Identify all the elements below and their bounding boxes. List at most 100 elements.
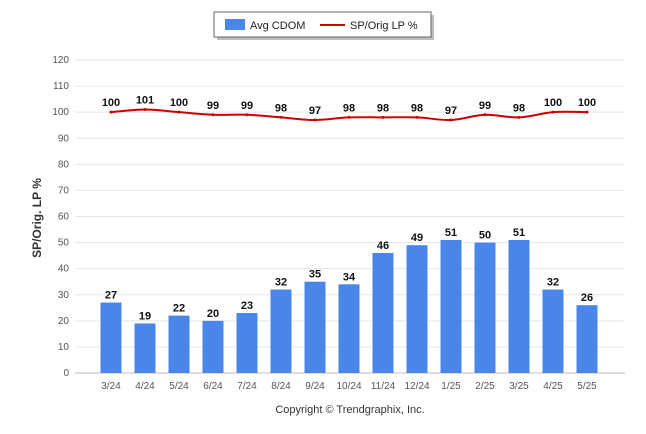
line-point bbox=[211, 113, 215, 117]
legend-label-bar: Avg CDOM bbox=[250, 20, 305, 32]
bar bbox=[542, 289, 564, 373]
bar bbox=[304, 281, 326, 373]
bar bbox=[236, 313, 258, 373]
y-tick-label: 40 bbox=[58, 264, 70, 275]
bar-value-label: 46 bbox=[377, 240, 389, 252]
y-tick-label: 10 bbox=[58, 342, 70, 353]
bar-value-label: 35 bbox=[309, 269, 321, 281]
line-value-label: 100 bbox=[544, 97, 562, 109]
legend-label-line: SP/Orig LP % bbox=[350, 20, 418, 32]
x-tick-label: 7/24 bbox=[237, 381, 257, 392]
line-value-label: 100 bbox=[102, 97, 120, 109]
copyright-footer: Copyright © Trendgraphix, Inc. bbox=[275, 404, 424, 416]
line-value-label: 98 bbox=[377, 102, 389, 114]
bar bbox=[372, 253, 394, 373]
y-tick-label: 80 bbox=[58, 159, 70, 170]
x-tick-label: 6/24 bbox=[203, 381, 223, 392]
y-tick-label: 70 bbox=[58, 185, 70, 196]
x-tick-label: 3/24 bbox=[101, 381, 121, 392]
x-tick-label: 1/25 bbox=[441, 381, 461, 392]
line-data-labels: 100 101 100 99 99 98 97 98 98 98 97 99 98 100 100 bbox=[102, 95, 596, 117]
x-axis-ticks: 3/24 4/24 5/24 6/24 7/24 8/24 9/24 10/24 11/24 12… bbox=[101, 381, 597, 392]
x-tick-label: 10/24 bbox=[336, 381, 361, 392]
line-value-label: 98 bbox=[513, 102, 525, 114]
line-point bbox=[483, 113, 487, 117]
line-value-label: 98 bbox=[275, 102, 287, 114]
line-point bbox=[551, 110, 555, 114]
line-point bbox=[449, 118, 453, 122]
bar bbox=[440, 239, 462, 373]
line-point bbox=[109, 110, 113, 114]
x-tick-label: 8/24 bbox=[271, 381, 291, 392]
bar bbox=[508, 239, 530, 373]
bar-value-label: 49 bbox=[411, 232, 423, 244]
x-tick-label: 4/25 bbox=[543, 381, 563, 392]
bar-value-label: 23 bbox=[241, 300, 253, 312]
y-tick-label: 20 bbox=[58, 316, 70, 327]
bar-data-labels: 27 19 22 20 23 32 35 34 46 49 51 50 51 32 26 bbox=[105, 227, 593, 322]
line-value-label: 99 bbox=[241, 100, 253, 112]
line-point bbox=[381, 115, 385, 119]
bar bbox=[576, 305, 598, 373]
bar bbox=[474, 242, 496, 373]
bar bbox=[100, 302, 122, 373]
bar-value-label: 26 bbox=[581, 292, 593, 304]
y-tick-label: 100 bbox=[52, 107, 69, 118]
x-tick-label: 5/25 bbox=[577, 381, 597, 392]
bar bbox=[168, 315, 190, 373]
x-tick-label: 11/24 bbox=[371, 381, 396, 392]
line-point bbox=[415, 115, 419, 119]
bar-value-label: 19 bbox=[139, 310, 151, 322]
y-tick-label: 120 bbox=[52, 55, 69, 66]
x-tick-label: 3/25 bbox=[509, 381, 529, 392]
bar-value-label: 22 bbox=[173, 303, 185, 315]
y-tick-label: 90 bbox=[58, 133, 70, 144]
line-value-label: 99 bbox=[207, 100, 219, 112]
y-tick-label: 30 bbox=[58, 290, 70, 301]
bar-value-label: 27 bbox=[105, 290, 117, 302]
line-point bbox=[143, 108, 147, 112]
line-value-label: 100 bbox=[170, 97, 188, 109]
line-value-label: 97 bbox=[309, 105, 321, 117]
line-point bbox=[517, 115, 521, 119]
y-tick-label: 60 bbox=[58, 212, 70, 223]
line-value-label: 99 bbox=[479, 100, 491, 112]
bar-value-label: 32 bbox=[547, 277, 559, 289]
y-axis-title: SP/Orig. LP % bbox=[30, 178, 44, 258]
bar-value-label: 34 bbox=[343, 271, 356, 283]
x-tick-label: 5/24 bbox=[169, 381, 189, 392]
line-value-label: 98 bbox=[411, 102, 423, 114]
y-tick-label: 0 bbox=[63, 368, 69, 379]
bar-value-label: 51 bbox=[513, 227, 525, 239]
bar-value-label: 50 bbox=[479, 230, 491, 242]
line-value-label: 100 bbox=[578, 97, 596, 109]
line-series bbox=[109, 108, 589, 122]
line-value-label: 97 bbox=[445, 105, 457, 117]
bar-value-label: 32 bbox=[275, 277, 287, 289]
line-point bbox=[245, 113, 249, 117]
line-point bbox=[585, 110, 589, 114]
x-tick-label: 9/24 bbox=[305, 381, 325, 392]
legend: Avg CDOM SP/Orig LP % bbox=[213, 11, 434, 40]
y-tick-label: 50 bbox=[58, 238, 70, 249]
line-value-label: 98 bbox=[343, 102, 355, 114]
line-point bbox=[347, 115, 351, 119]
x-tick-label: 4/24 bbox=[135, 381, 155, 392]
bar bbox=[134, 323, 156, 373]
line-value-label: 101 bbox=[136, 95, 154, 107]
line-point bbox=[279, 115, 283, 119]
y-axis-ticks: 0 10 20 30 40 50 60 70 80 90 100 110 120 bbox=[52, 55, 69, 379]
bar bbox=[338, 284, 360, 373]
y-tick-label: 110 bbox=[53, 81, 69, 92]
x-tick-label: 12/24 bbox=[404, 381, 429, 392]
bar bbox=[202, 320, 224, 373]
line-point bbox=[177, 110, 181, 114]
bar bbox=[406, 245, 428, 373]
legend-swatch-bar bbox=[225, 19, 245, 30]
bar-value-label: 20 bbox=[207, 308, 219, 320]
x-tick-label: 2/25 bbox=[475, 381, 495, 392]
bar-series bbox=[100, 239, 598, 373]
bar-value-label: 51 bbox=[445, 227, 457, 239]
line-point bbox=[313, 118, 317, 122]
